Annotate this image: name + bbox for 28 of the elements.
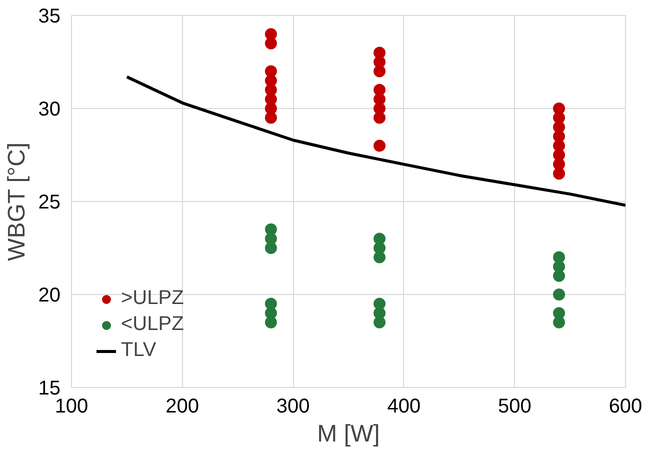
x-tick-label: 600 — [608, 396, 642, 418]
y-tick-label: 35 — [38, 6, 61, 28]
x-axis-title: M [W] — [317, 420, 380, 448]
line-series — [125, 75, 626, 207]
point — [374, 316, 386, 328]
point — [264, 37, 277, 50]
x-tick-label: 400 — [387, 396, 421, 418]
point — [553, 270, 566, 282]
x-tick-label: 200 — [166, 396, 199, 418]
point — [553, 168, 566, 180]
x-tick-label: 300 — [276, 396, 310, 418]
point — [374, 65, 386, 78]
x-tick-label: 500 — [498, 396, 532, 418]
y-axis-title: WBGT [°C] — [3, 142, 30, 261]
point — [374, 112, 386, 124]
point — [553, 316, 566, 328]
legend-label: <ULPZ — [121, 313, 184, 336]
y-tick-label: 25 — [38, 192, 61, 214]
legend-label: TLV — [121, 339, 156, 362]
point — [553, 288, 566, 300]
point — [264, 316, 277, 328]
point — [264, 112, 277, 124]
point — [374, 140, 386, 152]
legend-label: >ULPZ — [121, 287, 184, 310]
y-tick-label: 30 — [38, 98, 61, 120]
y-tick-label: 20 — [38, 284, 61, 306]
point — [264, 242, 277, 254]
point — [374, 251, 386, 264]
